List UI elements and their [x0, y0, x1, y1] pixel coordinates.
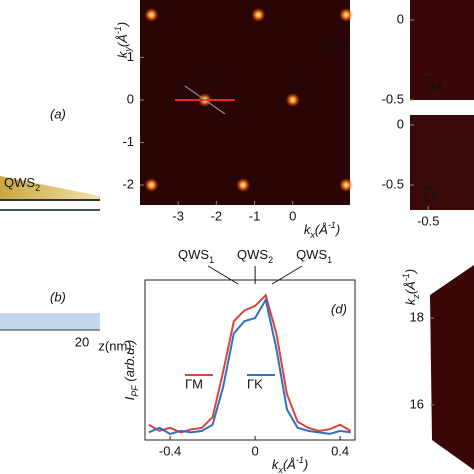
image: [140, 0, 350, 205]
text-part: y: [123, 47, 133, 53]
text-part: -1: [328, 220, 336, 230]
legend-label: ΓM: [185, 376, 203, 391]
y-tick-label: -2: [122, 176, 134, 191]
text-part: QWS: [4, 175, 35, 190]
y-tick-label: 0: [127, 91, 134, 106]
y-tick-label: 1: [127, 49, 134, 64]
text-part: -1: [296, 455, 304, 465]
text-part: x: [277, 465, 283, 474]
text-part: (Å: [115, 34, 130, 47]
x-tick-label: -0.5: [417, 213, 439, 228]
x-axis-label: kx(Å-1): [272, 455, 308, 474]
annotation: ΓK: [424, 189, 440, 204]
panel-label: (c): [322, 36, 337, 51]
panel-label: (a): [50, 106, 66, 121]
x-tick-label: 0.4: [331, 443, 349, 458]
panel-label: (b): [50, 289, 66, 304]
y-axis-label: IPF (arb.u.): [122, 340, 140, 401]
diffraction-spot: [144, 7, 159, 22]
text-part: K: [431, 189, 440, 204]
y-tick-label: 18: [410, 309, 424, 324]
text-part: k: [403, 297, 418, 305]
image: [410, 0, 474, 100]
text-part: ): [403, 269, 418, 275]
y-tick-label: -0.5: [382, 91, 404, 106]
arrow: [207, 265, 239, 285]
text-part: k: [115, 50, 130, 58]
x-tick-label: -1: [249, 208, 261, 223]
diffraction-spot: [144, 178, 159, 193]
x-axis-label: z(nm): [98, 338, 131, 353]
text-part: M: [431, 79, 442, 94]
x-tick-label: -2: [211, 208, 223, 223]
text-part: Γ: [196, 69, 203, 84]
y-tick-label: -0.5: [382, 176, 404, 191]
text-part: 2: [35, 183, 40, 193]
text-part: QWS: [296, 247, 327, 262]
diffraction-spot: [285, 92, 300, 107]
diffraction-spot: [251, 7, 266, 22]
text-part: ): [115, 22, 130, 28]
diffraction-spot: [339, 7, 354, 22]
text-part: -1: [401, 273, 411, 281]
annotation: Γ10: [196, 69, 213, 87]
text-part: Γ: [291, 69, 298, 84]
y-axis-label: ky(Å-1): [113, 22, 133, 58]
x-tick-label: -0.4: [159, 443, 181, 458]
marker-line: [184, 85, 226, 115]
series-line: [148, 293, 352, 434]
plot-frame: [144, 279, 356, 441]
qws-wedge: [0, 176, 100, 200]
text-part: 1: [209, 255, 214, 265]
text-part: (arb.u.): [122, 340, 137, 386]
text-part: Γ: [424, 189, 431, 204]
layer-box: [0, 313, 100, 330]
text-part: ): [302, 457, 308, 472]
y-axis-label: kz(Å-1): [401, 269, 421, 305]
text-part: (Å: [315, 222, 328, 237]
x-tick-label: 0: [289, 208, 296, 223]
y-tick-label: 0: [397, 116, 404, 131]
text-part: QWS: [178, 247, 209, 262]
annotation: QWS1: [178, 247, 214, 265]
series-line: [148, 297, 351, 435]
text-part: 2: [268, 255, 273, 265]
text-part: (Å: [283, 457, 296, 472]
image: [430, 265, 474, 470]
panel-label: (d): [331, 301, 347, 316]
diffraction-spot: [236, 178, 251, 193]
x-tick-label: -3: [172, 208, 184, 223]
text-part: ): [334, 222, 340, 237]
text-part: Γ: [424, 79, 431, 94]
diffraction-spot: [339, 178, 354, 193]
y-tick-label: 0: [397, 11, 404, 26]
text-part: I: [122, 396, 137, 400]
annotation: QWS2: [4, 175, 40, 193]
x-tick-label: 0: [251, 443, 258, 458]
image: [410, 115, 474, 210]
text-part: PF: [130, 385, 140, 397]
text-part: k: [304, 222, 312, 237]
text-part: z: [411, 294, 421, 300]
text-part: 1: [327, 255, 332, 265]
annotation: QWS1: [296, 247, 332, 265]
y-tick-label: -1: [122, 134, 134, 149]
text-part: x: [309, 230, 315, 240]
text-part: k: [272, 457, 280, 472]
text-part: -1: [113, 26, 123, 34]
text-part: 10: [203, 77, 213, 87]
annotation: Γ0: [291, 69, 303, 87]
x-tick-label: 20: [75, 334, 89, 349]
text-part: (Å: [403, 281, 418, 294]
x-axis-label: kx(Å-1): [304, 220, 340, 240]
text-part: QWS: [237, 247, 268, 262]
annotation: ΓM: [424, 79, 442, 94]
text-part: 0: [298, 77, 303, 87]
annotation: QWS2: [237, 247, 273, 265]
y-tick-label: 16: [410, 396, 424, 411]
legend-label: ΓK: [247, 376, 263, 391]
arrow: [271, 265, 303, 285]
